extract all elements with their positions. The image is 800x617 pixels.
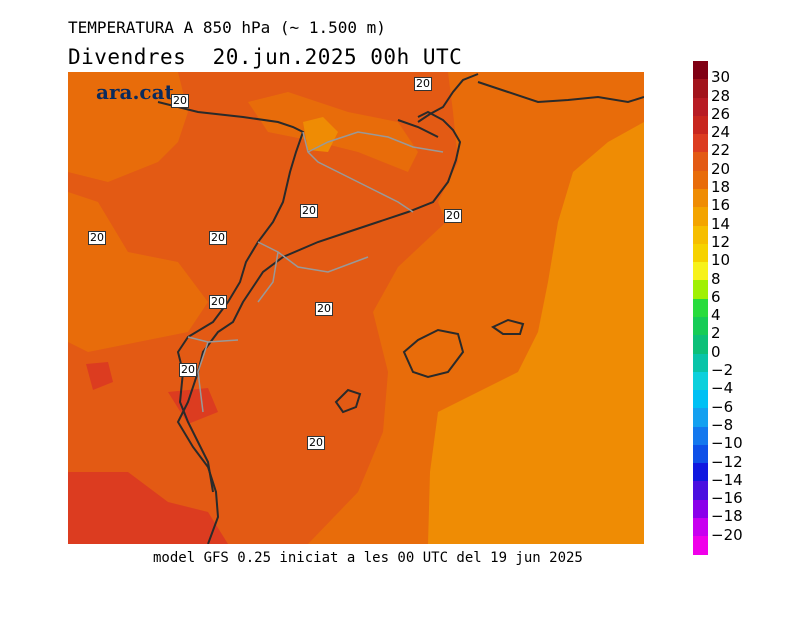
legend-label: 0 [711,342,721,361]
legend-swatch [693,298,708,317]
legend-swatch [693,518,708,537]
legend-swatch [693,170,708,189]
legend-label: −8 [711,415,734,434]
legend-label: −14 [711,470,743,489]
legend-swatch [693,152,708,171]
legend-label: −12 [711,452,743,471]
legend-swatch [693,316,708,336]
legend-label: −6 [711,397,734,416]
contour-label: 20 [209,231,227,245]
legend-swatch [693,243,708,263]
sea-cooler-region [428,122,644,544]
legend-swatch [693,97,708,116]
contour-label: 20 [414,77,432,91]
coastline [176,73,479,544]
model-footer: model GFS 0.25 iniciat a les 00 UTC del … [153,550,583,566]
legend-label: 16 [711,196,731,215]
legend-swatch [693,371,708,391]
legend-swatch [693,262,708,281]
legend-label: 6 [711,287,721,306]
north-border [397,81,644,138]
legend-label: 26 [711,104,731,123]
legend-label: −2 [711,361,734,380]
map-subtitle: Divendres 20.jun.2025 00h UTC [68,45,463,69]
hot-patch-w [86,362,113,390]
legend-swatch [693,335,708,354]
legend-label: 10 [711,251,731,270]
menorca-island [491,318,525,335]
mallorca-island [402,328,465,379]
map-title: TEMPERATURA A 850 hPa (~ 1.500 m) [68,18,386,37]
legend-label: 24 [711,123,731,142]
contour-label: 20 [179,363,197,377]
legend-label: 4 [711,306,721,325]
west-warm-region [68,72,188,182]
temperature-map [68,72,644,544]
contour-label: 20 [171,94,189,108]
legend-label: −20 [711,525,743,544]
contour-label: 20 [88,231,106,245]
legend-swatch [693,353,708,372]
legend-swatch [693,390,708,409]
legend-swatch [693,188,708,208]
legend-swatch [693,79,708,98]
inland-cool-patch [303,117,338,152]
legend-label: −18 [711,507,743,526]
ibiza-island [334,388,362,414]
contour-label: 20 [300,204,318,218]
legend-label: 14 [711,214,731,233]
legend-swatch [693,536,708,555]
contour-label: 20 [307,436,325,450]
pyrenees-border [157,101,305,493]
contour-label: 20 [209,295,227,309]
hot-patch-sw [68,472,228,544]
legend-swatch [693,61,708,80]
legend-swatch [693,463,708,482]
legend-label: 22 [711,141,731,160]
legend-swatch [693,225,708,244]
legend-swatch [693,134,708,153]
legend-swatch [693,280,708,299]
legend-label: −16 [711,489,743,508]
legend-swatch [693,207,708,226]
legend-label: −10 [711,434,743,453]
legend-swatch [693,426,708,445]
legend-swatch [693,444,708,464]
legend-label: 12 [711,232,731,251]
legend-label: 2 [711,324,721,343]
admin-borders [187,131,444,413]
legend-label: 30 [711,68,731,87]
contour-label: 20 [315,302,333,316]
legend-label: 20 [711,159,731,178]
legend-label: 28 [711,86,731,105]
legend-label: 18 [711,178,731,197]
contour-label: 20 [444,209,462,223]
legend-label: −4 [711,379,734,398]
legend-swatch [693,499,708,519]
legend-label: 8 [711,269,721,288]
legend-swatch [693,481,708,500]
temperature-color-scale [693,61,708,555]
ara-cat-logo: ara.cat [96,80,174,104]
cool-patch-s [608,502,644,544]
legend-swatch [693,115,708,135]
legend-swatch [693,408,708,427]
